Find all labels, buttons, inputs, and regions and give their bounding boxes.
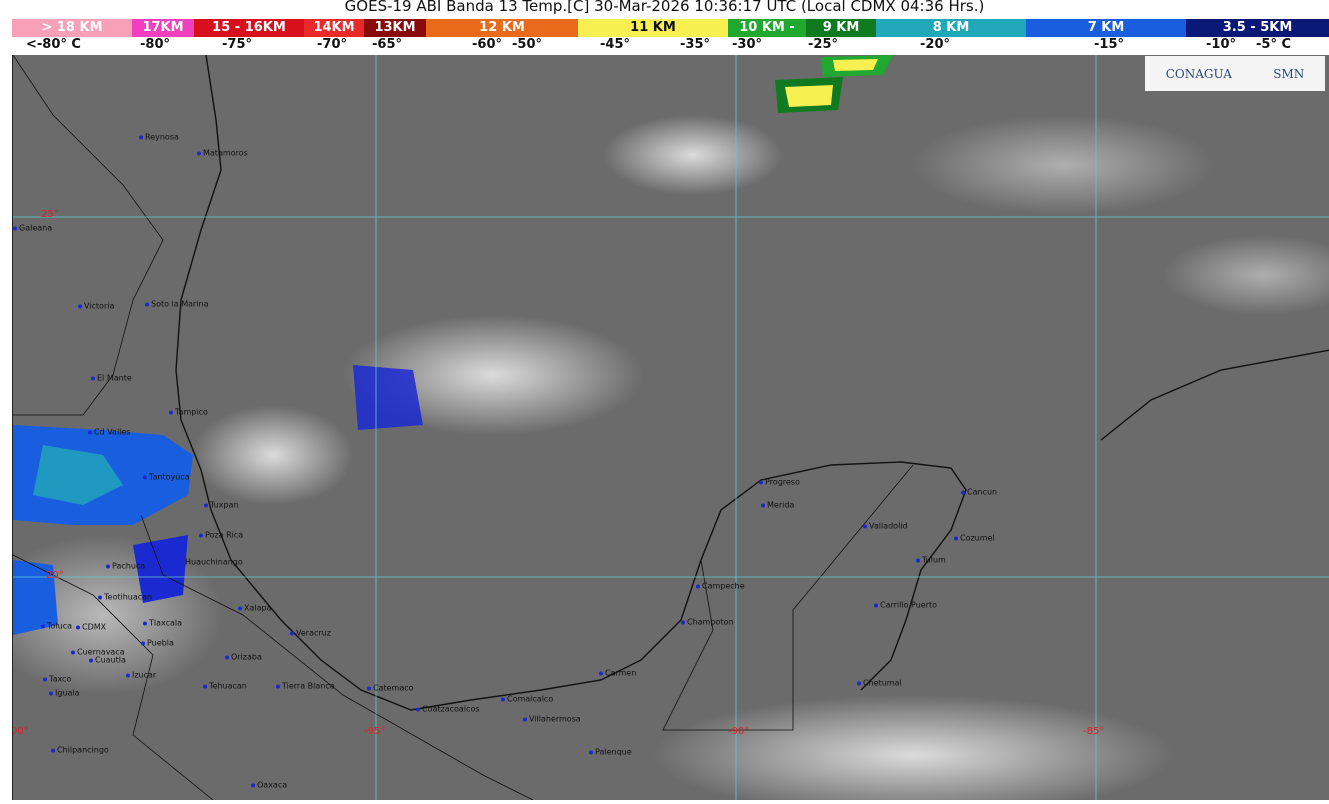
legend-segment: 7 KM: [1026, 19, 1186, 37]
city-label: Tulum: [916, 556, 946, 565]
grid-coordinate-label: 20°: [46, 570, 64, 581]
city-label: Xalapa: [238, 604, 272, 613]
legend-segment: 13KM: [364, 19, 426, 37]
legend-segment: 11 KM: [578, 19, 728, 37]
city-label: Carrillo Puerto: [874, 601, 937, 610]
scale-tick-label: -80°: [140, 37, 170, 52]
city-label: Soto la Marina: [145, 300, 209, 309]
city-label: Progreso: [759, 478, 800, 487]
scale-tick-label: -45°: [600, 37, 630, 52]
city-label: Oaxaca: [251, 781, 287, 790]
altitude-color-legend: > 18 KM 17KM 15 - 16KM 14KM 13KM 12 KM 11 KM 10…: [12, 19, 1329, 37]
city-label: Palenque: [589, 748, 632, 757]
city-label: Tehuacan: [203, 682, 247, 691]
city-label: Coatzacoalcos: [416, 705, 480, 714]
grid-coordinate-label: -100°: [12, 726, 29, 737]
scale-tick-label: -5° C: [1256, 37, 1292, 52]
legend-segment: 8 KM: [876, 19, 1026, 37]
city-label: Cuautla: [89, 656, 126, 665]
city-label: Pachuca: [106, 562, 145, 571]
scale-tick-label: -30°: [732, 37, 762, 52]
scale-tick-label: -60°: [472, 37, 502, 52]
scale-tick-label: -70°: [317, 37, 347, 52]
city-label: Poza Rica: [199, 531, 243, 540]
city-label: Reynosa: [139, 133, 179, 142]
scale-tick-label: -50°: [512, 37, 542, 52]
legend-segment: 3.5 - 5KM: [1186, 19, 1329, 37]
grid-coordinate-label: -90°: [728, 726, 750, 737]
city-label: Campeche: [696, 582, 745, 591]
city-label: Tuxpan: [204, 501, 239, 510]
scale-tick-label: -65°: [372, 37, 402, 52]
cloud-cover: [13, 115, 1329, 800]
city-label: Chetumal: [857, 679, 902, 688]
scale-tick-label: -15°: [1094, 37, 1124, 52]
city-label: Cuernavaca: [71, 648, 125, 657]
city-label: Iguala: [49, 689, 80, 698]
legend-segment: 14KM: [304, 19, 364, 37]
city-label: Tierra Blanca: [276, 682, 335, 691]
scale-tick-label: -35°: [680, 37, 710, 52]
legend-segment: 10 KM -: [728, 19, 806, 37]
city-label: Huauchinango: [179, 558, 243, 567]
agency-logos: CONAGUA SMN: [1145, 56, 1325, 91]
satellite-map[interactable]: Reynosa Matamoros Galeana Victoria Soto la M…: [12, 55, 1329, 800]
city-label: Cozumel: [954, 534, 995, 543]
grid-coordinate-label: -95°: [364, 726, 386, 737]
storm-cells: [13, 55, 893, 635]
scale-tick-label: -20°: [920, 37, 950, 52]
map-layer: [13, 55, 1329, 800]
grid-coordinate-label: 25°: [41, 209, 59, 220]
city-label: Cd Valles: [88, 428, 131, 437]
city-label: Chilpancingo: [51, 746, 109, 755]
city-label: CDMX: [76, 623, 106, 632]
city-label: Teotihuacan: [98, 593, 152, 602]
scale-tick-label: -75°: [222, 37, 252, 52]
scale-tick-label: <-80° C: [26, 37, 81, 52]
city-label: Tampico: [169, 408, 208, 417]
scale-tick-label: -25°: [808, 37, 838, 52]
grid-coordinate-label: -85°: [1083, 726, 1105, 737]
city-label: Cancun: [961, 488, 997, 497]
city-label: Merida: [761, 501, 794, 510]
city-label: Matamoros: [197, 149, 248, 158]
legend-segment: 9 KM: [806, 19, 876, 37]
city-label: Galeana: [13, 224, 52, 233]
legend-segment: 17KM: [132, 19, 194, 37]
city-label: Veracruz: [290, 629, 331, 638]
city-label: Catemaco: [367, 684, 414, 693]
city-label: El Mante: [91, 374, 132, 383]
smn-logo: SMN: [1273, 66, 1305, 81]
city-label: Izucar: [126, 671, 156, 680]
city-label: Puebla: [141, 639, 174, 648]
legend-segment: 12 KM: [426, 19, 578, 37]
city-label: Taxco: [43, 675, 71, 684]
temperature-scale: <-80° C -80° -75° -70° -65° -60° -50° -45° -35° -…: [12, 37, 1329, 54]
conagua-logo: CONAGUA: [1165, 66, 1232, 81]
city-label: Toluca: [41, 622, 72, 631]
lat-lon-grid: [13, 55, 1329, 800]
city-label: Tlaxcala: [143, 619, 182, 628]
city-label: Comalcalco: [501, 695, 553, 704]
city-label: Victoria: [78, 302, 114, 311]
city-label: Champoton: [681, 618, 733, 627]
legend-segment: > 18 KM: [12, 19, 132, 37]
city-label: Valladolid: [863, 522, 908, 531]
legend-segment: 15 - 16KM: [194, 19, 304, 37]
city-label: Carmen: [599, 669, 636, 678]
city-label: Orizaba: [225, 653, 262, 662]
city-label: Villahermosa: [523, 715, 581, 724]
scale-tick-label: -10°: [1206, 37, 1236, 52]
city-label: Tantoyuca: [143, 473, 190, 482]
image-title: GOES-19 ABI Banda 13 Temp.[C] 30-Mar-202…: [344, 0, 985, 15]
